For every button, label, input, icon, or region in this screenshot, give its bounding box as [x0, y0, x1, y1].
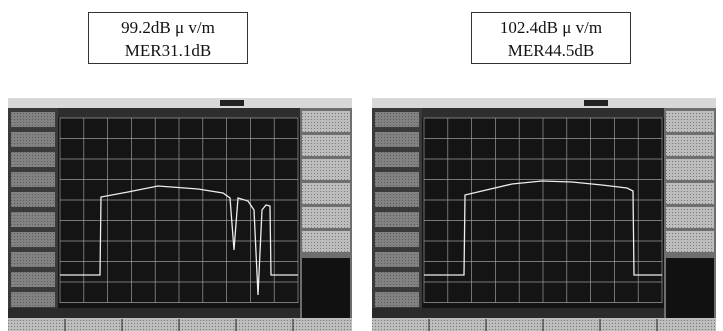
menu-item [11, 112, 55, 127]
menu-item [11, 292, 55, 307]
menu-item [11, 272, 55, 287]
level-text: 99.2dB μ v/m [89, 16, 247, 39]
softkey [666, 231, 714, 252]
status-bar [8, 308, 300, 318]
softkey [302, 183, 350, 204]
status-bar [372, 308, 664, 318]
menu-item [375, 232, 419, 247]
title-bar [8, 98, 352, 108]
menu-item [375, 172, 419, 187]
softkey [666, 207, 714, 228]
menu-item [11, 252, 55, 267]
menu-item [11, 192, 55, 207]
softkey [302, 231, 350, 252]
menu-item [11, 172, 55, 187]
menu-item [375, 132, 419, 147]
menu-item [375, 252, 419, 267]
softkey [302, 111, 350, 132]
graticule-header [58, 108, 300, 118]
softkey [302, 207, 350, 228]
level-text: 102.4dB μ v/m [472, 16, 630, 39]
menu-item [375, 152, 419, 167]
menu-item [11, 232, 55, 247]
softkey-blank [302, 258, 350, 318]
measurement-label: 99.2dB μ v/m MER31.1dB [88, 12, 248, 64]
softkey [666, 183, 714, 204]
graticule-header [422, 108, 664, 118]
menu-item [375, 272, 419, 287]
menu-item [11, 212, 55, 227]
menu-item [375, 192, 419, 207]
softkey [666, 111, 714, 132]
page: 99.2dB μ v/m MER31.1dB 102.4dB μ v/m MER… [0, 0, 723, 331]
softkey [666, 159, 714, 180]
menu-item [11, 152, 55, 167]
analyzer-screenshot [8, 98, 352, 331]
softkey-blank [666, 258, 714, 318]
menu-item [375, 292, 419, 307]
softkey [302, 135, 350, 156]
measurement-label: 102.4dB μ v/m MER44.5dB [471, 12, 631, 64]
footer-bar [372, 318, 716, 331]
menu-item [375, 112, 419, 127]
title-bar [372, 98, 716, 108]
menu-item [11, 132, 55, 147]
mer-text: MER44.5dB [472, 39, 630, 62]
status-indicator [220, 100, 244, 106]
menu-item [375, 212, 419, 227]
mer-text: MER31.1dB [89, 39, 247, 62]
footer-bar [8, 318, 352, 331]
status-indicator [584, 100, 608, 106]
softkey [666, 135, 714, 156]
analyzer-screenshot [372, 98, 716, 331]
softkey [302, 159, 350, 180]
